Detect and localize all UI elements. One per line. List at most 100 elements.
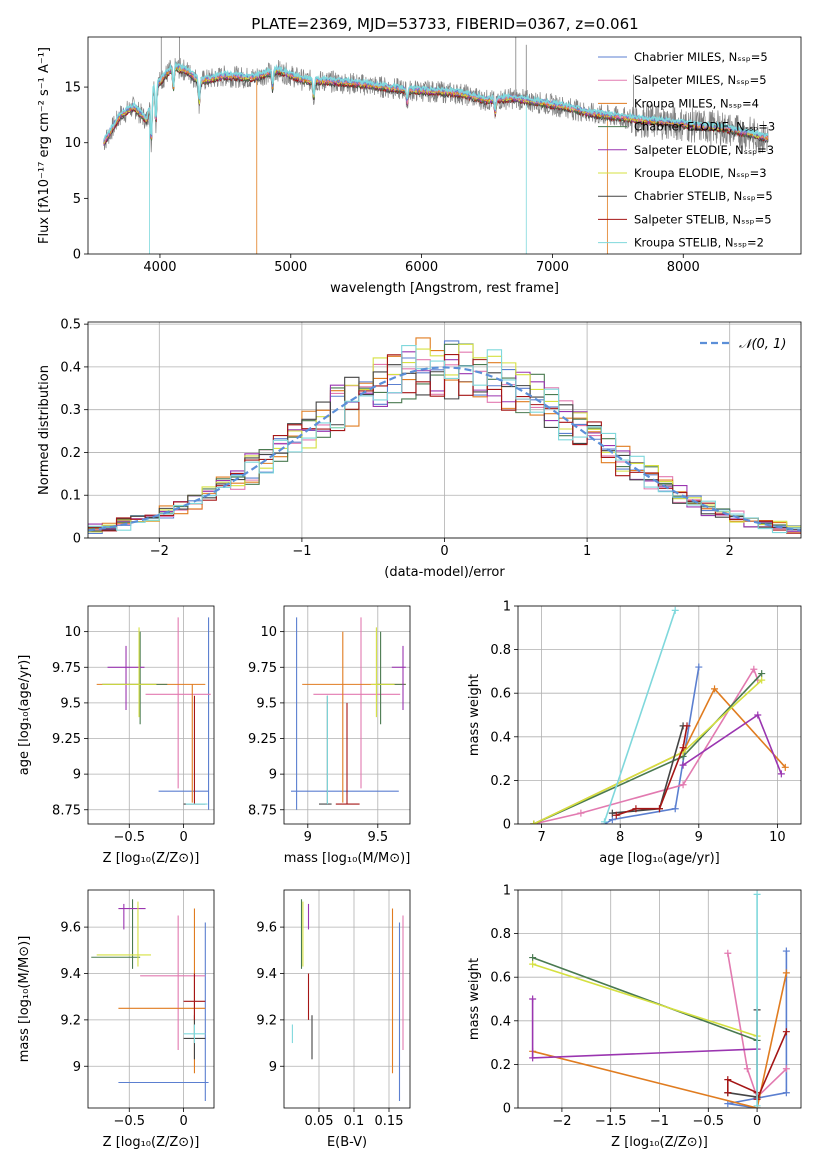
- y-tick-label: 10: [64, 136, 81, 151]
- y-axis-label: mass [log₁₀(M/M⊙)]: [17, 936, 32, 1063]
- series-marker: [758, 676, 766, 684]
- y-tick-label: 8.75: [248, 803, 277, 818]
- x-tick-label: 9: [695, 830, 703, 845]
- x-tick: −1: [650, 1108, 669, 1129]
- y-tick-label: 1: [503, 600, 511, 615]
- x-tick-label: 0.05: [305, 1114, 334, 1129]
- legend-label: Salpeter ELODIE, Nₛₛₚ=3: [634, 143, 774, 157]
- y-tick: 0.4: [490, 730, 518, 745]
- y-tick: 0: [503, 818, 518, 833]
- y-tick-label: 0.8: [490, 927, 511, 942]
- x-tick: −0.5: [693, 1108, 724, 1129]
- y-tick: 9: [269, 768, 284, 783]
- errorbar-k_elodie: [102, 627, 157, 718]
- x-tick: 0.15: [375, 1108, 403, 1129]
- x-tick: 9.5: [367, 824, 388, 845]
- gridlines: [88, 890, 214, 1108]
- chart-residuals: −2 −1 0 1 2 0 0.1 0.2 0.3 0.4 0.5 (data-model)/erro…: [37, 318, 802, 580]
- y-tick: 9.75: [248, 661, 284, 676]
- axes-frame: [87, 889, 215, 1109]
- y-tick: 9: [73, 768, 88, 783]
- y-tick-label: 0.2: [490, 774, 511, 789]
- x-tick-label: −1.5: [595, 1114, 627, 1129]
- legend-label: Salpeter STELIB, Nₛₛₚ=5: [634, 212, 772, 226]
- x-tick-label: 8000: [667, 260, 700, 275]
- y-tick-label: 9.75: [248, 661, 277, 676]
- y-tick-label: 0.2: [60, 446, 81, 461]
- y-tick: 15: [64, 81, 88, 96]
- y-tick: 0.6: [490, 687, 518, 702]
- series-marker: [608, 816, 616, 824]
- x-tick: 2: [726, 538, 734, 559]
- series-marker: [724, 1089, 732, 1097]
- residuals-legend: 𝒩(0, 1): [700, 337, 786, 352]
- x-tick: −1.5: [595, 1108, 627, 1129]
- y-tick-label: 0: [73, 532, 81, 547]
- y-tick-label: 9.2: [256, 1013, 277, 1028]
- axes-frame: [517, 605, 802, 825]
- series-line: [533, 687, 786, 824]
- x-tick: −2: [552, 1108, 571, 1129]
- axes-frame: [283, 889, 411, 1109]
- axes-frame: [87, 605, 215, 825]
- figure-title: PLATE=2369, MJD=53733, FIBERID=0367, z=0…: [251, 15, 638, 33]
- plot-area: [96, 617, 211, 810]
- y-tick-label: 0.6: [490, 971, 511, 986]
- y-tick: 9: [269, 1060, 284, 1075]
- series-line: [727, 953, 787, 1099]
- plot-area: [103, 37, 769, 254]
- series-line: [533, 667, 759, 824]
- errorbar-s_miles: [140, 915, 206, 1051]
- x-axis-label: wavelength [Angstrom, rest frame]: [330, 281, 559, 296]
- y-tick: 9.75: [52, 661, 88, 676]
- x-tick-label: 2: [726, 544, 734, 559]
- x-tick-label: 1: [583, 544, 591, 559]
- chart-age_vs_mass: 9 9.5 8.75 9 9.25 9.5 9.75 10 mass [log₁₀(M/M⊙)]: [248, 605, 411, 866]
- chart-mass_weight_vs_age: 7 8 9 10 0 0.2 0.4 0.6 0.8 1 age [log₁₀(age/yr)] ma…: [467, 600, 802, 866]
- y-tick-label: 9.2: [60, 1013, 81, 1028]
- y-tick: 9.4: [60, 967, 88, 982]
- plot-area: [291, 617, 406, 810]
- y-tick-label: 10: [260, 625, 277, 640]
- y-tick: 9.25: [52, 732, 88, 747]
- x-tick-label: −2: [150, 544, 169, 559]
- legend-label: Kroupa MILES, Nₛₛₚ=4: [634, 96, 759, 110]
- errorbar-k_miles: [96, 683, 206, 803]
- chart-spectrum: 4000 5000 6000 7000 8000 0 5 10 15 wavelength [An…: [37, 36, 802, 296]
- y-tick-label: 9: [269, 768, 277, 783]
- y-axis-label: age [log₁₀(age/yr)]: [17, 655, 32, 776]
- series-marker: [753, 1102, 761, 1108]
- plot-area: [530, 606, 789, 824]
- series-s_stelib: [612, 722, 691, 819]
- y-tick-label: 9.6: [256, 921, 277, 936]
- errorbar-s_elodie: [118, 903, 146, 930]
- series-marker: [750, 665, 758, 673]
- y-tick: 0.2: [60, 446, 88, 461]
- x-tick: 9: [304, 824, 312, 845]
- x-tick-label: 0: [179, 830, 187, 845]
- x-axis-label: age [log₁₀(age/yr)]: [599, 851, 720, 866]
- errorbar-c_stelib: [319, 695, 332, 805]
- y-tick: 9.5: [60, 696, 88, 711]
- x-tick-label: 10: [769, 830, 786, 845]
- series-marker: [577, 809, 585, 817]
- series-marker: [530, 820, 538, 824]
- errorbar-k_miles: [302, 631, 406, 803]
- y-tick: 9.6: [60, 921, 88, 936]
- y-tick-label: 5: [73, 192, 81, 207]
- x-tick: 0: [179, 1108, 188, 1129]
- errorbar-c_miles: [118, 922, 209, 1102]
- series-marker: [600, 818, 608, 824]
- normal-curve: [88, 366, 801, 532]
- y-tick: 9.2: [256, 1013, 284, 1028]
- y-axis-label: Normed distribution: [37, 365, 52, 495]
- y-tick: 0.4: [490, 1014, 518, 1029]
- y-tick: 10: [64, 136, 88, 151]
- y-tick-label: 0.1: [60, 489, 81, 504]
- y-tick: 10: [260, 625, 284, 640]
- series-line: [532, 956, 758, 1042]
- x-tick: 7: [537, 824, 546, 845]
- errorbar-k_elodie: [370, 627, 395, 718]
- plot-area: [91, 899, 209, 1102]
- series-marker: [753, 890, 761, 898]
